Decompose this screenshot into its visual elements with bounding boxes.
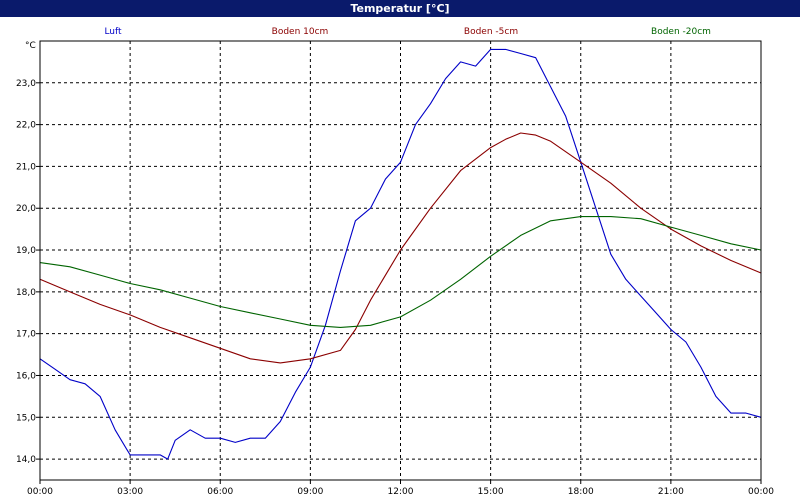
y-tick-label: 22,0 [16,121,36,131]
temperature-chart: 14,0 15,0 16,0 17,0 18,0 19,0 20,0 21,0 22,0 23,0… [16,27,781,504]
series-line-1 [39,48,762,460]
x-tick-time-label: 00:00 [748,487,774,497]
chart-title-bar: Temperatur [°C] [0,0,800,17]
y-tick-label: 20,0 [16,204,36,214]
y-tick-label: 19,0 [16,246,36,256]
chart-title: Temperatur [°C] [350,2,450,15]
y-tick-label: 18,0 [16,288,36,298]
x-tick-time-label: 12:00 [388,487,414,497]
y-tick-label: 16,0 [16,371,36,381]
y-tick-label: 23,0 [16,79,36,89]
y-tick-label: 15,0 [16,413,36,423]
y-tick-label: 21,0 [16,162,36,172]
x-tick-time-label: 00:00 [27,487,53,497]
series-line-2 [39,132,762,364]
legend-entry: Boden -20cm [651,27,711,37]
x-tick-time-label: 15:00 [478,487,504,497]
x-tick-time-label: 18:00 [568,487,594,497]
legend-entry: Boden -5cm [464,27,518,37]
y-axis-unit-label: °C [25,41,36,51]
series-line-4 [39,216,762,328]
legend-entry: Boden 10cm [272,27,329,37]
x-tick-time-label: 06:00 [207,487,233,497]
y-tick-label: 14,0 [16,455,36,465]
chart-area: 14,0 15,0 16,0 17,0 18,0 19,0 20,0 21,0 22,0 23,0… [0,17,800,504]
legend-entry: Luft [104,27,122,37]
y-tick-label: 17,0 [16,330,36,340]
plot-border [39,40,762,481]
x-tick-time-label: 09:00 [297,487,323,497]
x-tick-time-label: 03:00 [117,487,143,497]
x-tick-time-label: 21:00 [658,487,684,497]
